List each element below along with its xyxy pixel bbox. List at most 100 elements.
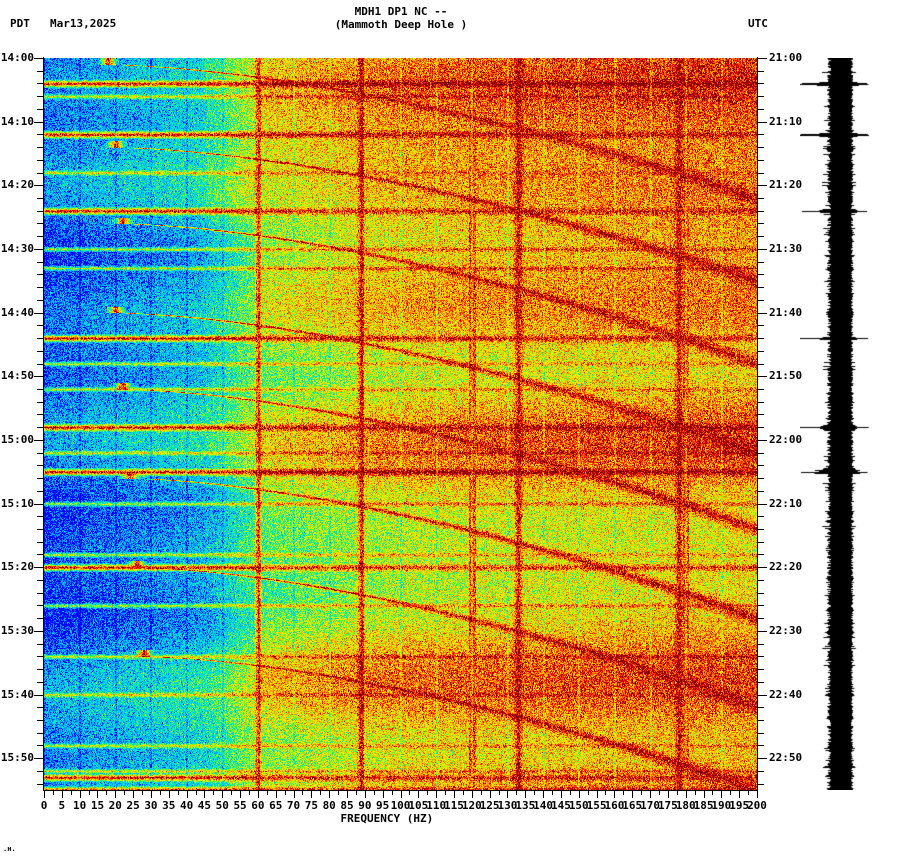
y-tick-left — [37, 147, 43, 148]
x-tick — [196, 791, 197, 795]
y-tick-left — [37, 325, 43, 326]
x-tick-label: 190 — [711, 799, 732, 812]
x-tick — [80, 791, 81, 798]
y-tick-label-left: 14:20 — [0, 178, 34, 192]
x-tick-label: 40 — [179, 799, 194, 812]
x-tick-label: 170 — [640, 799, 660, 812]
x-tick-label: 60 — [251, 799, 265, 812]
y-tick-right — [758, 134, 764, 135]
y-tick-right — [758, 249, 767, 250]
y-tick-right — [758, 402, 764, 403]
x-tick-label: 0 — [40, 799, 48, 812]
y-tick-left — [37, 516, 43, 517]
y-tick-left — [37, 274, 43, 275]
x-tick — [472, 791, 473, 798]
y-tick-left — [37, 389, 43, 390]
x-tick — [436, 791, 437, 798]
y-tick-left — [34, 376, 43, 377]
y-tick-left — [34, 185, 43, 186]
x-tick-label: 15 — [90, 799, 105, 812]
y-tick-left — [37, 745, 43, 746]
x-tick — [374, 791, 375, 795]
y-tick-right — [758, 122, 767, 123]
x-tick — [285, 791, 286, 795]
y-tick-right — [758, 223, 764, 224]
y-tick-right — [758, 173, 764, 174]
x-tick — [516, 791, 517, 795]
x-tick — [588, 791, 589, 795]
x-tick-label: 145 — [550, 799, 571, 812]
y-tick-left — [37, 453, 43, 454]
x-tick — [231, 791, 232, 795]
y-tick-right — [758, 58, 767, 59]
x-tick — [641, 791, 642, 795]
x-tick — [320, 791, 321, 795]
x-tick — [213, 791, 214, 795]
x-tick-label: 80 — [322, 799, 336, 812]
x-tick — [294, 791, 295, 798]
y-tick-right — [758, 465, 764, 466]
x-tick — [418, 791, 419, 798]
y-tick-label-left: 14:30 — [0, 241, 34, 255]
x-tick-label: 135 — [515, 799, 536, 812]
station-title-text: MDH1 DP1 NC -- — [354, 5, 448, 18]
y-tick-left — [37, 414, 43, 415]
y-tick-left — [37, 338, 43, 339]
x-tick — [427, 791, 428, 795]
y-tick-left — [37, 287, 43, 288]
y-tick-right — [758, 351, 764, 352]
y-tick-right — [758, 440, 767, 441]
x-tick — [507, 791, 508, 798]
y-tick-right — [758, 771, 764, 772]
x-tick — [614, 791, 615, 798]
x-tick-label: 110 — [426, 799, 447, 812]
y-tick-label-left: 14:10 — [0, 114, 34, 128]
left-timezone-label: PDT — [10, 17, 30, 30]
y-tick-right — [758, 644, 764, 645]
x-tick — [463, 791, 464, 795]
y-tick-left — [37, 605, 43, 606]
y-tick-right — [758, 300, 764, 301]
x-tick — [302, 791, 303, 795]
x-tick — [356, 791, 357, 795]
y-tick-left — [37, 491, 43, 492]
x-tick-label: 20 — [108, 799, 122, 812]
x-tick — [187, 791, 188, 798]
y-tick-right — [758, 147, 764, 148]
x-tick — [249, 791, 250, 795]
x-tick-label: 180 — [675, 799, 696, 812]
y-tick-left — [37, 262, 43, 263]
y-tick-left — [37, 351, 43, 352]
x-tick-label: 70 — [286, 799, 301, 812]
y-tick-left — [37, 707, 43, 708]
y-tick-left — [37, 173, 43, 174]
y-tick-right — [758, 758, 767, 759]
y-tick-label-right: 21:00 — [769, 51, 803, 64]
x-tick-label: 150 — [568, 799, 589, 812]
y-tick-right — [758, 83, 764, 84]
x-tick — [552, 791, 553, 795]
seismogram-canvas — [800, 58, 900, 790]
y-tick-left — [37, 134, 43, 135]
y-tick-right — [758, 682, 764, 683]
y-tick-right — [758, 71, 764, 72]
spectrogram-plot[interactable] — [44, 58, 757, 790]
y-tick-left — [37, 618, 43, 619]
x-tick — [712, 791, 713, 795]
x-tick-label: 140 — [533, 799, 554, 812]
x-tick — [534, 791, 535, 795]
y-tick-left — [37, 529, 43, 530]
y-tick-label-left: 14:00 — [0, 51, 34, 64]
x-tick — [579, 791, 580, 798]
x-tick-label: 45 — [197, 799, 212, 812]
x-tick — [392, 791, 393, 795]
y-tick-left — [34, 58, 43, 59]
y-tick-left — [37, 427, 43, 428]
corner-artifact-mark: .н. — [3, 845, 16, 853]
x-tick-label: 185 — [693, 799, 714, 812]
y-tick-left — [34, 122, 43, 123]
y-tick-left — [37, 71, 43, 72]
y-tick-right — [758, 389, 764, 390]
x-tick — [704, 791, 705, 798]
y-tick-right — [758, 707, 764, 708]
